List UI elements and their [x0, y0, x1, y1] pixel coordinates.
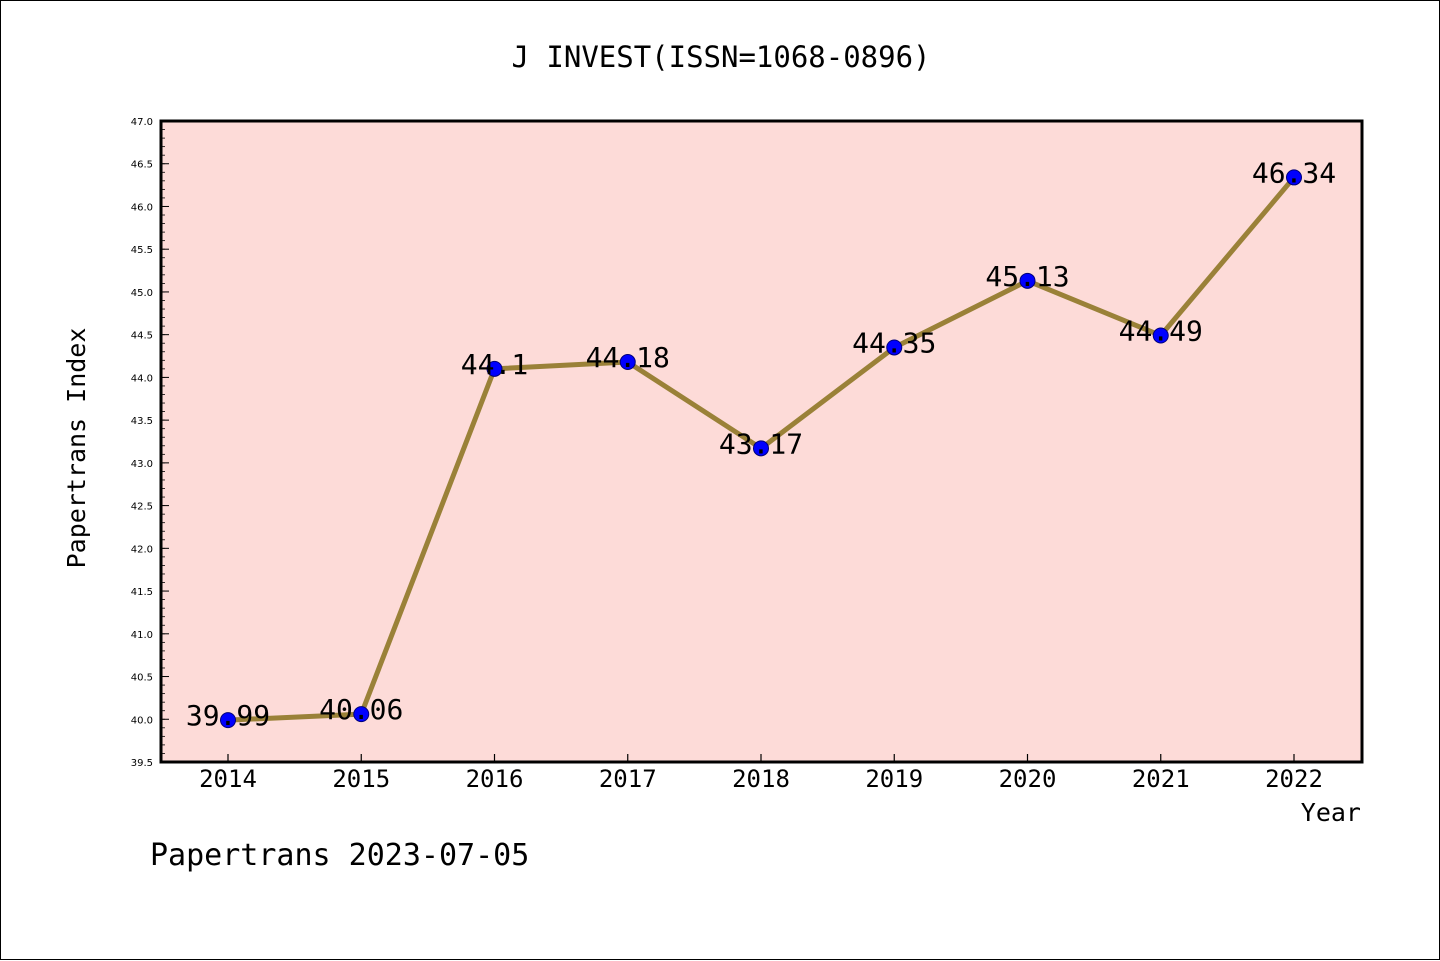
data-point: [220, 712, 236, 729]
x-tick-label: 2019: [865, 765, 923, 793]
chart-title: J INVEST(ISSN=1068-0896): [511, 40, 930, 74]
x-axis: 2014 2015 2016 2017 2018 2019 2020 2021 2022: [199, 754, 1323, 793]
data-point: [886, 339, 903, 356]
data-point: [619, 354, 636, 371]
y-tick-label: 47.0: [131, 117, 153, 128]
x-tick-label: 2015: [332, 765, 390, 793]
data-labels: 39.99 40.06 44.1 44.18 43.17 44.35 45.13 44.49 4…: [186, 156, 1336, 732]
data-points: [220, 169, 1302, 729]
y-tick-label: 40.0: [131, 715, 153, 726]
y-tick-label: 45.5: [131, 245, 153, 256]
x-tick-label: 2022: [1265, 765, 1323, 793]
x-tick-label: 2020: [999, 765, 1057, 793]
data-point: [486, 360, 503, 377]
x-tick-label: 2018: [732, 765, 790, 793]
y-tick-label: 42.5: [131, 502, 153, 513]
y-axis: 39.5 40.0 40.5 41.0 41.5 42.0 42.5 43.0 43.5 44.0…: [131, 117, 169, 769]
y-tick-label: 44.0: [131, 373, 153, 384]
x-tick-label: 2021: [1132, 765, 1190, 793]
data-point: [753, 440, 769, 457]
data-point: [1286, 169, 1302, 186]
data-label: 46.34: [1252, 156, 1336, 189]
data-point: [353, 706, 370, 723]
x-tick-label: 2017: [599, 765, 657, 793]
y-tick-label: 45.0: [131, 288, 153, 299]
data-label: 39.99: [186, 699, 270, 732]
y-tick-label: 43.0: [131, 459, 153, 470]
y-tick-label: 43.5: [131, 416, 153, 427]
x-tick-label: 2014: [199, 765, 257, 793]
data-label: 44.1: [461, 348, 528, 381]
y-tick-label: 44.5: [131, 331, 153, 342]
footer-credit: Papertrans 2023-07-05: [150, 838, 529, 873]
y-tick-label: 41.0: [131, 630, 153, 641]
y-tick-label: 42.0: [131, 544, 153, 555]
x-tick-label: 2016: [466, 765, 524, 793]
data-label: 44.35: [852, 326, 936, 359]
data-label: 40.06: [319, 693, 403, 726]
y-tick-label: 46.0: [131, 202, 153, 213]
y-tick-label: 46.5: [131, 160, 153, 171]
x-axis-label: Year: [1301, 798, 1361, 827]
data-label: 44.18: [586, 341, 670, 374]
data-point: [1019, 272, 1036, 289]
y-tick-label: 41.5: [131, 587, 153, 598]
y-axis-label: Papertrans Index: [62, 328, 91, 569]
data-label: 44.49: [1119, 315, 1203, 348]
data-point: [1152, 327, 1169, 344]
data-label: 43.17: [719, 427, 803, 460]
y-tick-label: 39.5: [131, 758, 153, 769]
data-label: 45.13: [985, 260, 1069, 293]
y-tick-label: 40.5: [131, 673, 153, 684]
